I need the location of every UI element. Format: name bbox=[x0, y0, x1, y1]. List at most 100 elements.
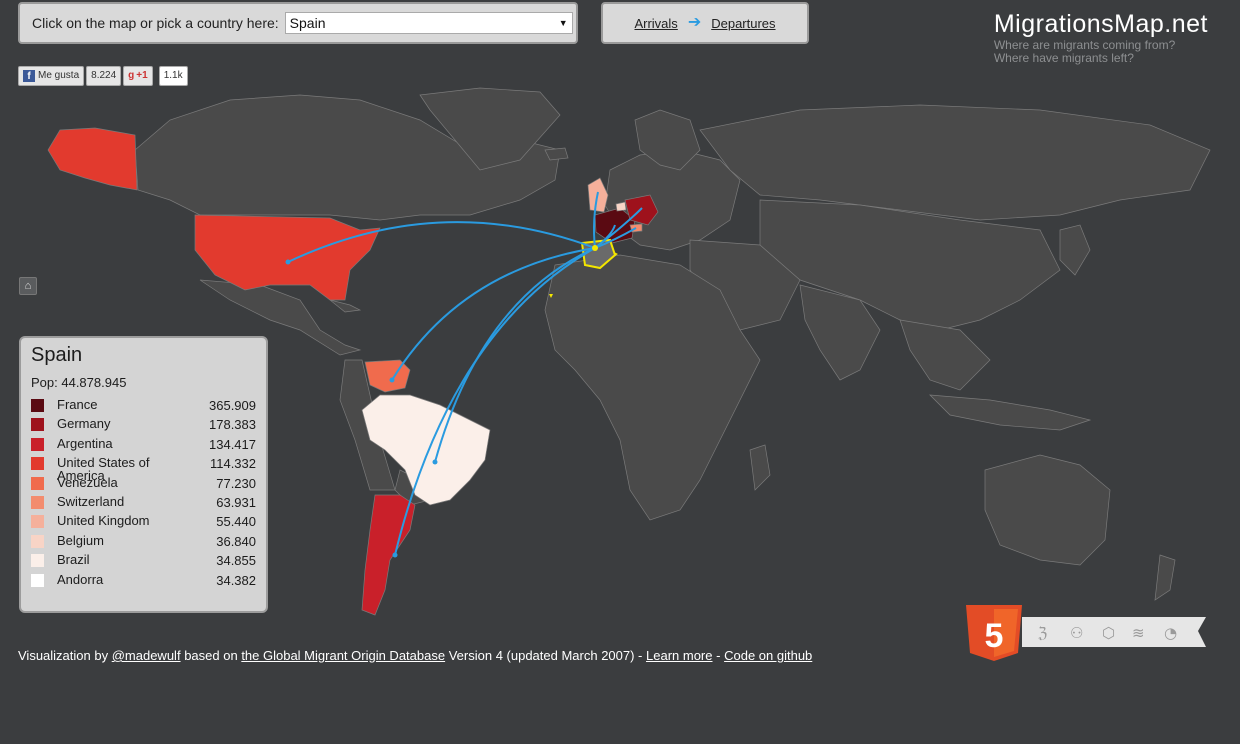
svg-text:⚇: ⚇ bbox=[1070, 624, 1083, 642]
like-count: 8.224 bbox=[86, 66, 122, 86]
brazil bbox=[361, 394, 491, 506]
github-link[interactable]: Code on github bbox=[724, 648, 813, 663]
legend-swatch bbox=[31, 399, 44, 412]
greenland bbox=[419, 87, 561, 171]
legend-value: 34.382 bbox=[216, 572, 256, 588]
google-plus-icon: g bbox=[128, 70, 135, 81]
legend-row[interactable]: Brazil 34.855 bbox=[31, 553, 256, 572]
venezuela bbox=[364, 359, 411, 393]
legend-value: 63.931 bbox=[216, 494, 256, 510]
footer-prefix: Visualization by bbox=[18, 648, 109, 663]
legend-row[interactable]: Argentina 134.417 bbox=[31, 437, 256, 456]
legend-rows: France 365.909 Germany 178.383 Argentina 134.… bbox=[31, 398, 256, 592]
brand: MigrationsMap.net Where are migrants com… bbox=[994, 10, 1208, 65]
flow-usa bbox=[287, 221, 596, 263]
svg-text:ℨ: ℨ bbox=[1038, 624, 1047, 642]
legend-row[interactable]: United States of America 114.332 bbox=[31, 456, 256, 482]
legend-country-title: Spain bbox=[31, 344, 83, 366]
legend-row[interactable]: Andorra 34.382 bbox=[31, 573, 256, 592]
author-link[interactable]: @madewulf bbox=[111, 648, 181, 663]
flow-point-venezuela bbox=[389, 377, 395, 383]
world-map[interactable] bbox=[0, 84, 1240, 624]
alaska bbox=[47, 127, 138, 191]
legend-row[interactable]: Switzerland 63.931 bbox=[31, 495, 256, 514]
indonesia bbox=[929, 394, 1092, 431]
mexico-central-america bbox=[199, 279, 362, 356]
direction-toggle: Arrivals ➔ Departures bbox=[601, 2, 809, 44]
svg-text:≋: ≋ bbox=[1132, 624, 1145, 642]
legend-row[interactable]: United Kingdom 55.440 bbox=[31, 514, 256, 533]
facebook-icon: f bbox=[23, 70, 35, 82]
html5-logo[interactable]: 5 ℨ ⚇ ⬡ ≋ ◔ bbox=[966, 605, 1208, 665]
plus-label: +1 bbox=[136, 70, 148, 81]
legend-row[interactable]: France 365.909 bbox=[31, 398, 256, 417]
legend-country-name: United Kingdom bbox=[57, 513, 150, 529]
legend-country-name: Argentina bbox=[57, 435, 113, 451]
learn-more-link[interactable]: Learn more bbox=[646, 648, 713, 663]
legend-row[interactable]: Belgium 36.840 bbox=[31, 534, 256, 553]
arrivals-link[interactable]: Arrivals bbox=[634, 15, 678, 31]
legend-swatch bbox=[31, 495, 44, 509]
flow-germany bbox=[594, 207, 643, 249]
flow-brazil bbox=[434, 247, 596, 463]
legend-value: 55.440 bbox=[216, 514, 256, 530]
legend-population: Pop: 44.878.945 bbox=[31, 375, 127, 390]
legend-value: 134.417 bbox=[209, 436, 256, 452]
flow-venezuela bbox=[391, 247, 596, 381]
legend-value: 178.383 bbox=[209, 417, 256, 433]
legend-value: 114.332 bbox=[209, 456, 256, 472]
flow-point-argentina bbox=[392, 552, 398, 558]
legend-row[interactable]: Germany 178.383 bbox=[31, 417, 256, 436]
flow-point-brazil bbox=[432, 459, 438, 465]
legend-swatch bbox=[31, 554, 44, 568]
flow-switzerland bbox=[594, 227, 637, 249]
japan bbox=[1059, 224, 1091, 276]
legend-swatch bbox=[31, 418, 44, 432]
russia bbox=[699, 104, 1211, 221]
flow-point-usa bbox=[285, 259, 291, 265]
legend-country-name: Germany bbox=[57, 416, 111, 432]
footer-separator: - bbox=[716, 648, 721, 663]
footer-version: Version 4 (updated March 2007) - bbox=[448, 648, 643, 663]
legend-country-name: Switzerland bbox=[57, 493, 125, 509]
social-buttons: f Me gusta 8.224 g +1 1.1k bbox=[18, 66, 188, 86]
footer-based-on: based on bbox=[184, 648, 238, 663]
country-picker-label: Click on the map or pick a country here: bbox=[32, 15, 279, 31]
svg-text:◔: ◔ bbox=[1164, 624, 1177, 642]
svg-text:⬡: ⬡ bbox=[1102, 624, 1115, 642]
belgium bbox=[615, 201, 627, 212]
iceland bbox=[544, 147, 569, 161]
google-plus-button[interactable]: g +1 bbox=[123, 66, 153, 86]
country-picker-panel: Click on the map or pick a country here:… bbox=[18, 2, 578, 44]
flow-lines bbox=[287, 191, 643, 556]
africa bbox=[544, 254, 761, 521]
country-select[interactable]: Spain ▼ bbox=[284, 12, 573, 34]
facebook-like-button[interactable]: f Me gusta bbox=[18, 66, 85, 86]
legend-swatch bbox=[31, 437, 44, 451]
canary-islands bbox=[549, 294, 553, 298]
svg-text:5: 5 bbox=[985, 617, 1004, 655]
madagascar bbox=[749, 444, 771, 491]
dropdown-caret-icon: ▼ bbox=[558, 18, 568, 28]
legend-country-name: Venezuela bbox=[57, 474, 118, 490]
legend-country-name: Brazil bbox=[57, 552, 90, 568]
legend-country-name: United States of America bbox=[57, 455, 150, 484]
legend-value: 34.855 bbox=[216, 553, 256, 569]
india bbox=[799, 284, 881, 381]
balearic bbox=[614, 252, 618, 256]
arrow-right-icon: ➔ bbox=[687, 14, 702, 31]
like-label: Me gusta bbox=[38, 70, 80, 81]
home-icon[interactable]: ⌂ bbox=[19, 277, 37, 295]
plus-count: 1.1k bbox=[158, 66, 188, 86]
legend-swatch bbox=[31, 573, 44, 587]
legend-swatch bbox=[31, 534, 44, 548]
departures-link[interactable]: Departures bbox=[711, 15, 776, 31]
legend-row[interactable]: Venezuela 77.230 bbox=[31, 476, 256, 495]
legend-country-name: France bbox=[57, 397, 98, 412]
southeast-asia bbox=[899, 319, 991, 391]
database-link[interactable]: the Global Migrant Origin Database bbox=[241, 648, 446, 663]
legend-country-name: Belgium bbox=[57, 532, 104, 548]
site-title[interactable]: MigrationsMap.net bbox=[993, 10, 1208, 38]
legend-swatch bbox=[31, 476, 44, 490]
legend-swatch bbox=[31, 515, 44, 529]
